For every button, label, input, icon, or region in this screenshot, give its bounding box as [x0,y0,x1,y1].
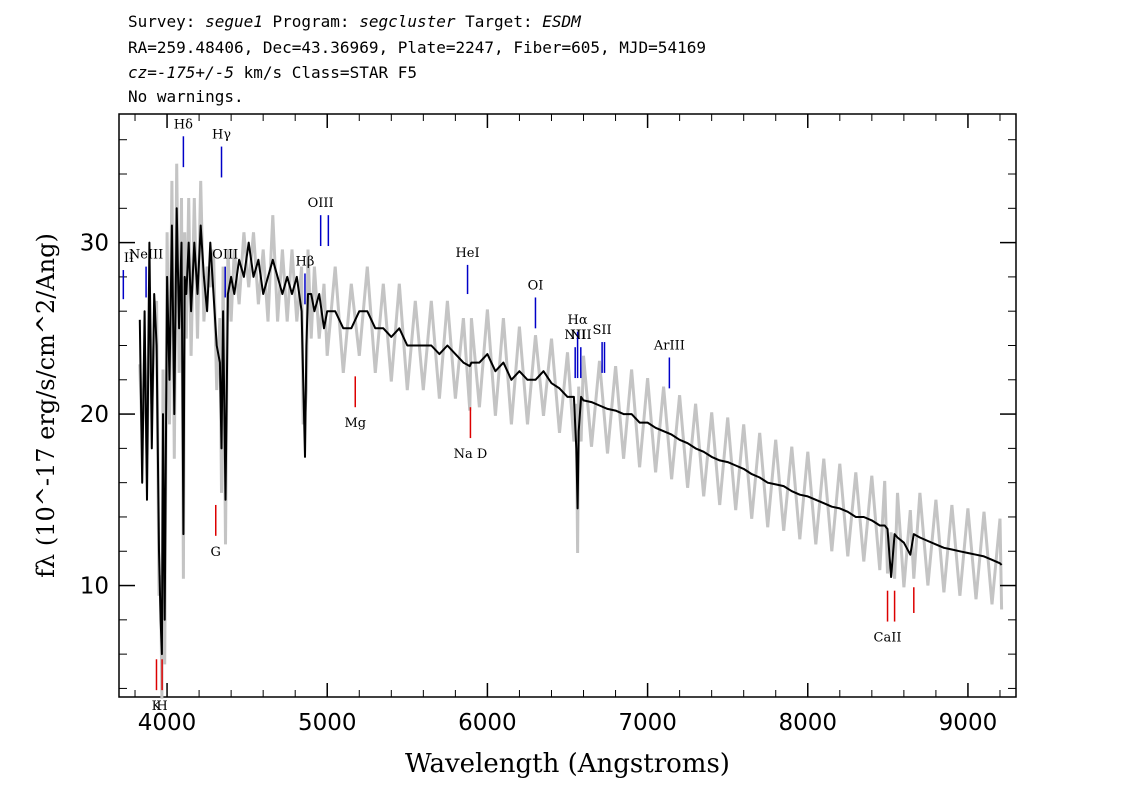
spectral-line-label: Hβ [296,254,315,269]
x-tick-label: 8000 [778,710,837,736]
y-tick-label: 30 [80,231,109,257]
spectral-line-label: OIII [308,196,334,211]
y-tick-label: 20 [80,402,109,428]
header-line-3: cz=-175+/-5 km/s Class=STAR F5 [128,63,417,82]
x-tick-label: 6000 [458,710,517,736]
target-value: ESDM [542,12,581,31]
spectral-line-label: Hδ [174,117,193,132]
spectral-line-label: CaII [874,631,902,646]
header-line-1: Survey: segue1 Program: segcluster Targe… [128,12,581,31]
program-value: segcluster [359,12,456,31]
spectral-line-label: Na D [454,447,488,462]
x-tick-label: 5000 [298,710,357,736]
x-tick-label: 9000 [939,710,998,736]
spectral-line-label: NII [564,328,586,343]
x-axis-label: Wavelength (Angstroms) [405,749,730,779]
y-axis-label: fλ (10^-17 erg/s/cm^2/Ang) [32,233,60,578]
spectral-line-label: K [152,699,162,714]
spectral-line-label: II [124,251,134,266]
x-tick-label: 7000 [618,710,677,736]
header-line-4: No warnings. [128,87,244,106]
survey-value: segue1 [205,12,263,31]
spectral-line-label: Hγ [212,128,231,143]
program-label: Program: [262,12,360,31]
spectral-line-label: OI [528,278,544,293]
plot-frame [118,113,1017,698]
spectrum-line [138,207,1003,656]
spectral-line-label: H [156,699,167,714]
spectral-line-label: ArIII [653,338,685,353]
spectral-line-label: Hα [568,313,588,328]
spectral-line-label: NeIII [129,248,163,263]
spectral-line-label: NII [570,328,592,343]
survey-label: Survey: [128,12,206,31]
spectral-line-label: HeI [455,246,479,261]
spectral-line-label: Mg [344,416,366,431]
spectral-line-label: OIII [212,248,238,263]
class-text: km/s Class=STAR F5 [233,63,417,82]
spectral-line-label: G [211,545,221,560]
target-label: Target: [455,12,543,31]
y-tick-label: 10 [80,574,109,600]
header-line-2: RA=259.48406, Dec=43.36969, Plate=2247, … [128,38,706,57]
spectrum-error-band [138,163,1004,699]
x-tick-label: 4000 [138,710,197,736]
spectral-line-label: SII [593,323,612,338]
redshift-value: cz=-175+/-5 [128,63,234,82]
